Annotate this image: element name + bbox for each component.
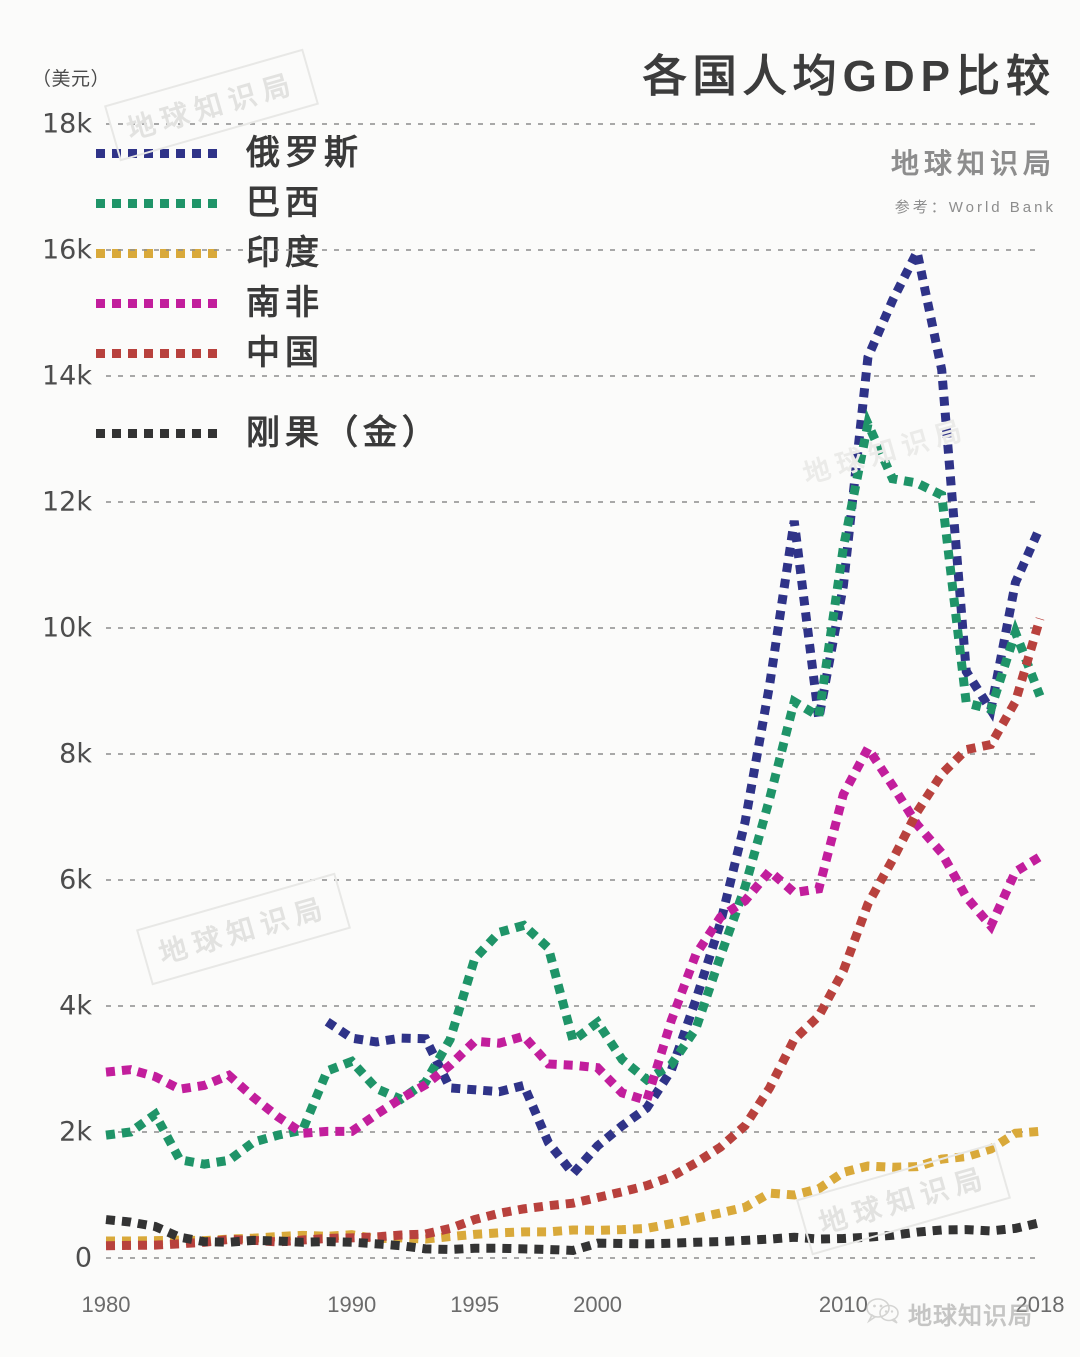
x-axis-tick-label: 2000 [573, 1292, 623, 1317]
x-axis-tick-label: 2018 [1015, 1292, 1065, 1317]
legend-label: 中国 [246, 334, 324, 372]
legend-label: 俄罗斯 [246, 134, 363, 172]
y-axis-tick-label: 8k [59, 738, 92, 770]
page-title: 各国人均GDP比较 [642, 52, 1056, 101]
legend-item-1[interactable]: 俄罗斯 [96, 128, 441, 178]
y-axis-tick-label: 12k [42, 486, 92, 518]
y-axis-unit-label: （美元） [32, 68, 111, 90]
y-axis-tick-label: 6k [59, 864, 92, 896]
source-label: 参考：World Bank [894, 199, 1056, 216]
x-axis-tick-label: 1980 [81, 1292, 131, 1317]
legend-swatch-icon [96, 148, 224, 158]
legend-item-2[interactable]: 巴西 [96, 178, 441, 228]
legend-item-3[interactable]: 印度 [96, 228, 441, 278]
legend-swatch-icon [96, 428, 224, 438]
y-axis-tick-label: 10k [42, 612, 92, 644]
y-axis-tick-label: 0 [74, 1242, 92, 1274]
x-axis-tick-label: 1990 [327, 1292, 377, 1317]
footer-logo: 地球知识局 [866, 1296, 1033, 1331]
brand-label: 地球知识局 [890, 148, 1056, 179]
legend-swatch-icon [96, 298, 224, 308]
y-axis-tick-label: 14k [42, 360, 92, 392]
x-axis-tick-label: 1995 [450, 1292, 500, 1317]
legend-swatch-icon [96, 198, 224, 208]
legend-item-5[interactable]: 中国 [96, 328, 441, 378]
legend-swatch-icon [96, 348, 224, 358]
legend-label: 刚果（金） [246, 414, 441, 452]
series-line-5 [105, 617, 1045, 1251]
x-axis-tick-label: 2010 [818, 1292, 868, 1317]
y-axis-tick-label: 2k [59, 1116, 92, 1148]
legend-label: 印度 [246, 234, 324, 272]
chart-legend: 俄罗斯巴西印度南非中国刚果（金） [96, 128, 441, 458]
legend-label: 巴西 [246, 184, 324, 222]
footer-logo-label: 地球知识局 [908, 1303, 1033, 1330]
wechat-icon [866, 1298, 900, 1329]
series-line-4 [105, 739, 1043, 1138]
legend-swatch-icon [96, 248, 224, 258]
y-axis-tick-label: 18k [42, 108, 92, 140]
legend-item-4[interactable]: 南非 [96, 278, 441, 328]
y-axis-tick-label: 4k [59, 990, 92, 1022]
series-line-1 [324, 238, 1045, 1181]
series-line-3 [106, 1126, 1041, 1246]
legend-label: 南非 [246, 284, 324, 322]
y-axis-tick-label: 16k [42, 234, 92, 266]
series-line-2 [105, 409, 1045, 1169]
legend-item-6[interactable]: 刚果（金） [96, 408, 441, 458]
series-line-6 [105, 1215, 1042, 1255]
